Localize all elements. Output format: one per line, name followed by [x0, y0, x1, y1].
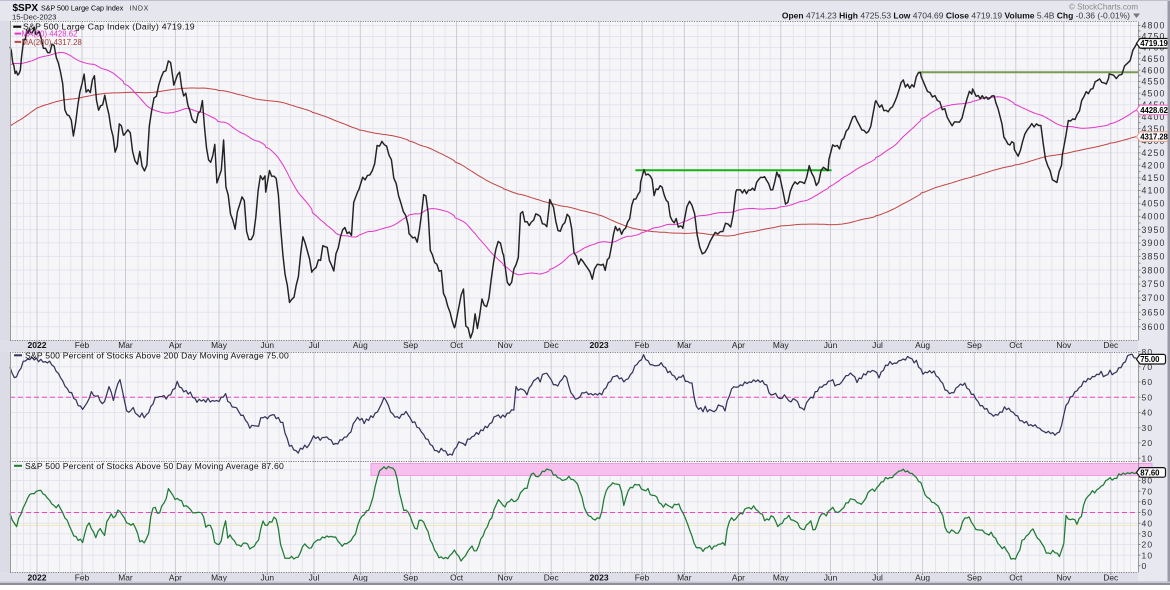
svg-text:MA(200) 4317.28: MA(200) 4317.28 [22, 38, 82, 47]
svg-text:3900: 3900 [1142, 238, 1166, 248]
svg-text:INDX: INDX [130, 6, 150, 13]
svg-text:30: 30 [1142, 423, 1154, 433]
svg-text:3950: 3950 [1142, 225, 1166, 235]
svg-text:S&P 500 Percent of Stocks Abov: S&P 500 Percent of Stocks Above 200 Day … [25, 351, 289, 361]
svg-text:75.00: 75.00 [1140, 355, 1160, 364]
svg-text:4719.19: 4719.19 [1140, 39, 1168, 48]
svg-text:4150: 4150 [1142, 173, 1166, 183]
svg-text:S&P 500 Percent of Stocks Abov: S&P 500 Percent of Stocks Above 50 Day M… [25, 461, 284, 471]
svg-text:Open 4714.23 High 4725.53 Low: Open 4714.23 High 4725.53 Low 4704.69 Cl… [782, 11, 1130, 21]
svg-text:4050: 4050 [1142, 199, 1166, 209]
svg-text:S&P 500 Large Cap Index: S&P 500 Large Cap Index [41, 5, 124, 13]
svg-text:3800: 3800 [1142, 265, 1166, 275]
svg-text:4250: 4250 [1142, 148, 1166, 158]
svg-text:3700: 3700 [1142, 293, 1166, 303]
svg-text:87.60: 87.60 [1140, 468, 1160, 477]
svg-text:20: 20 [1142, 438, 1154, 448]
svg-text:10: 10 [1142, 453, 1154, 463]
svg-text:3600: 3600 [1142, 322, 1166, 332]
svg-text:4200: 4200 [1142, 161, 1166, 171]
svg-text:4100: 4100 [1142, 186, 1166, 196]
svg-text:60: 60 [1142, 377, 1154, 387]
svg-text:70: 70 [1142, 486, 1154, 496]
svg-text:20: 20 [1142, 540, 1154, 550]
svg-text:0: 0 [1142, 561, 1148, 571]
svg-text:4000: 4000 [1142, 212, 1166, 222]
svg-text:40: 40 [1142, 518, 1154, 528]
svg-text:4317.28: 4317.28 [1140, 133, 1168, 142]
svg-text:40: 40 [1142, 408, 1154, 418]
svg-text:4428.62: 4428.62 [1140, 106, 1168, 115]
svg-text:4650: 4650 [1142, 54, 1166, 64]
svg-text:15-Dec-2023: 15-Dec-2023 [12, 13, 56, 22]
svg-text:50: 50 [1142, 508, 1154, 518]
svg-text:60: 60 [1142, 497, 1154, 507]
svg-text:4500: 4500 [1142, 88, 1166, 98]
svg-text:4800: 4800 [1142, 21, 1166, 31]
svg-text:3750: 3750 [1142, 279, 1166, 289]
svg-text:3850: 3850 [1142, 252, 1166, 262]
svg-text:3650: 3650 [1142, 308, 1166, 318]
svg-text:4600: 4600 [1142, 65, 1166, 75]
svg-text:4550: 4550 [1142, 77, 1166, 87]
svg-text:30: 30 [1142, 529, 1154, 539]
svg-text:50: 50 [1142, 392, 1154, 402]
svg-text:10: 10 [1142, 550, 1154, 560]
